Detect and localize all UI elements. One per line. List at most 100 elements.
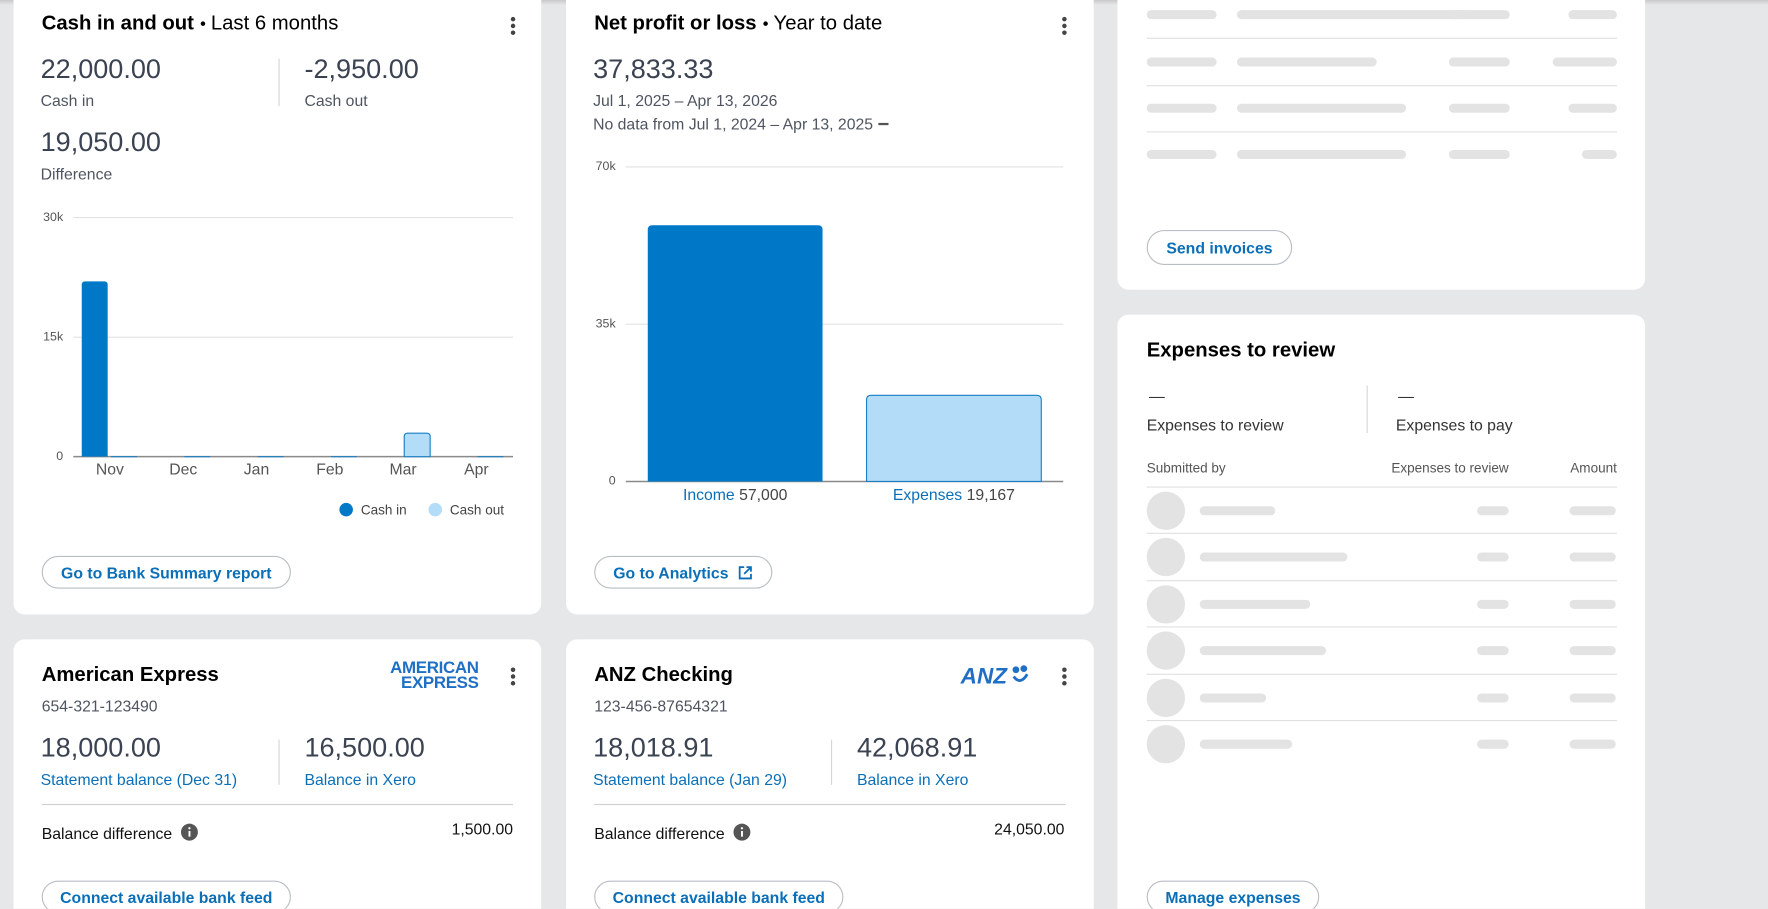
logo: ANZ <box>961 663 1007 690</box>
title: Cash in and out <box>41 11 194 34</box>
skeleton <box>1199 506 1276 516</box>
logo-line: EXPRESS <box>401 673 479 693</box>
y-tick-label: 0 <box>609 474 616 488</box>
statement-balance: 18,000.00 <box>40 732 161 764</box>
skeleton <box>1569 646 1616 656</box>
menu[interactable] <box>510 667 516 688</box>
button[interactable]: Connect available bank feed <box>594 880 844 909</box>
button[interactable]: Connect available bank feed <box>41 880 291 909</box>
skeleton <box>1477 552 1509 562</box>
stat-value: 22,000.00 <box>40 54 161 85</box>
stat-value: — <box>1398 386 1414 405</box>
xero-balance: 16,500.00 <box>304 732 425 764</box>
legend-label: Cash out <box>450 502 504 517</box>
account-name: American Express <box>41 662 219 686</box>
period: Year to date <box>773 11 883 34</box>
stat-value: -2,950.00 <box>304 54 419 85</box>
card-title: Expenses to review <box>1146 338 1336 361</box>
y-tick-label: 0 <box>56 449 63 463</box>
x-tick-label: Dec <box>169 461 197 478</box>
statement-balance: 18,018.91 <box>593 732 714 764</box>
column-header: Expenses to review <box>1391 460 1509 476</box>
skeleton <box>1146 585 1186 624</box>
separator <box>200 21 206 27</box>
x-tick-label: Expenses 19,167 <box>893 487 1015 504</box>
stat-label: Expenses to review <box>1146 416 1284 435</box>
bar <box>647 225 823 482</box>
button[interactable]: Manage expenses <box>1146 880 1320 909</box>
card-title: Net profit or loss Year to date <box>594 11 882 35</box>
skeleton <box>1146 149 1217 159</box>
stat-label: Cash out <box>304 91 368 110</box>
stat-value: 19,050.00 <box>40 127 161 158</box>
card-title: Cash in and out Last 6 months <box>42 11 339 35</box>
external-icon <box>738 565 752 579</box>
skeleton <box>1146 103 1217 113</box>
info-icon[interactable] <box>733 823 751 841</box>
logo: AMERICAN EXPRESS <box>390 658 479 693</box>
stat-label: Cash in <box>40 91 95 110</box>
skeleton <box>1569 739 1616 749</box>
logo-line: ANZ <box>960 664 1008 689</box>
separator <box>763 21 768 27</box>
skeleton <box>1146 631 1186 670</box>
divider <box>831 739 833 785</box>
stat-label: Expenses to pay <box>1395 416 1513 435</box>
x-tick-label: Jan <box>244 461 269 478</box>
skeleton <box>1448 57 1510 67</box>
skeleton <box>1146 725 1186 764</box>
skeleton <box>1146 678 1186 718</box>
difference: 24,050.00 <box>994 819 1065 838</box>
info-icon[interactable] <box>180 823 198 841</box>
button[interactable]: Send invoices <box>1146 230 1293 265</box>
statement-label: Statement balance (Dec 31) <box>40 770 238 789</box>
skeleton <box>1569 506 1616 516</box>
menu[interactable] <box>1062 16 1067 37</box>
bar <box>403 432 431 458</box>
skeleton <box>1146 57 1217 67</box>
logo-line: AMERICAN <box>390 658 479 678</box>
button[interactable]: Go to Bank Summary report <box>41 555 291 589</box>
skeleton <box>1477 739 1509 749</box>
comparison: No data from Jul 1, 2024 – Apr 13, 2025 <box>593 115 874 134</box>
skeleton <box>1146 10 1217 20</box>
difference-label: Balance difference <box>594 824 725 843</box>
skeleton <box>1199 739 1293 749</box>
menu[interactable] <box>510 16 516 37</box>
skeleton <box>1236 10 1471 20</box>
skeleton <box>1236 103 1407 113</box>
skeleton <box>1477 646 1509 656</box>
x-tick-label: Apr <box>464 461 489 478</box>
difference: 1,500.00 <box>451 819 514 838</box>
y-tick-label: 15k <box>43 329 64 343</box>
skeleton <box>1568 103 1617 113</box>
statement-label: Statement balance (Jan 29) <box>593 770 788 789</box>
account-number: 123-456-87654321 <box>594 696 728 715</box>
dash-icon <box>878 122 889 126</box>
skeleton <box>1477 506 1509 516</box>
xero-label: Balance in Xero <box>856 770 969 789</box>
xero-balance: 42,068.91 <box>856 732 978 764</box>
bar <box>81 281 108 457</box>
account-number: 654-321-123490 <box>41 696 158 715</box>
legend-swatch <box>428 502 442 517</box>
column-header: Submitted by <box>1146 460 1226 476</box>
y-tick-label: 70k <box>596 159 617 173</box>
divider <box>278 739 280 785</box>
category: Expenses <box>893 487 962 504</box>
divider <box>41 803 514 806</box>
xero-label: Balance in Xero <box>304 770 416 789</box>
skeleton <box>1236 149 1407 159</box>
divider <box>278 58 280 106</box>
date-range: Jul 1, 2025 – Apr 13, 2026 <box>593 91 778 110</box>
account-name: ANZ Checking <box>594 662 733 686</box>
button[interactable]: Go to Analytics <box>594 555 773 589</box>
stat-label: Difference <box>40 164 113 183</box>
skeleton <box>1569 599 1616 609</box>
skeleton <box>1448 10 1510 20</box>
skeleton <box>1477 693 1509 703</box>
x-tick-label: Mar <box>390 461 417 478</box>
column-header: Amount <box>1570 460 1617 476</box>
menu[interactable] <box>1062 667 1067 688</box>
